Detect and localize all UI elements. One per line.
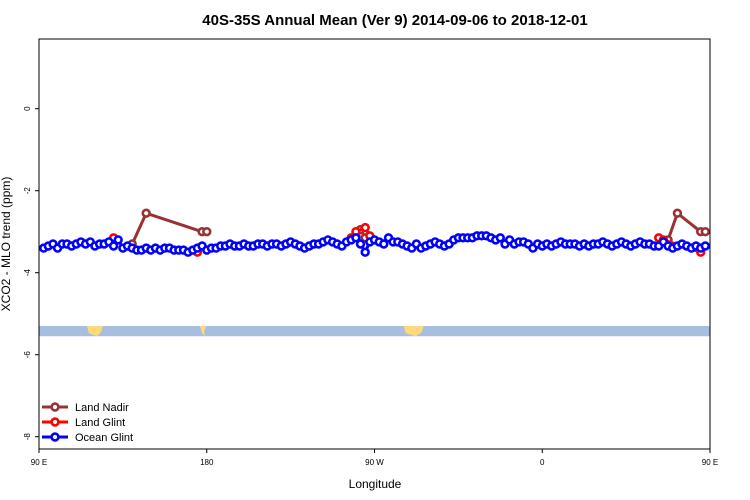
series-ocean-glint xyxy=(39,231,710,257)
legend-item-land-glint: Land Glint xyxy=(42,417,125,429)
data-point-land-nadir xyxy=(700,227,710,237)
legend-marker xyxy=(50,402,60,412)
chart-title: 40S-35S Annual Mean (Ver 9) 2014-09-06 t… xyxy=(202,12,587,29)
data-point-land-nadir xyxy=(202,227,212,237)
data-point-ocean-glint xyxy=(355,239,366,249)
legend-item-land-nadir: Land Nadir xyxy=(42,402,129,414)
series-layer xyxy=(39,208,710,257)
data-point-land-nadir xyxy=(141,208,151,218)
y-axis: 0 -2 -4 -6 -8 xyxy=(23,106,39,440)
data-point-ocean-glint xyxy=(700,241,710,251)
legend-label: Land Nadir xyxy=(75,402,129,414)
x-tick-label: 90 W xyxy=(365,458,384,467)
data-point-ocean-glint xyxy=(495,233,505,243)
data-point-ocean-glint xyxy=(108,241,119,251)
x-tick-label: 0 xyxy=(540,458,545,467)
legend-marker xyxy=(50,417,60,427)
land-australia-repeat xyxy=(736,326,750,336)
data-point-ocean-glint xyxy=(351,233,361,243)
legend-label: Ocean Glint xyxy=(75,432,133,444)
x-axis: 90 E 180 90 W 0 90 E xyxy=(31,449,718,467)
y-axis-label: XCO2 - MLO trend (ppm) xyxy=(0,177,13,312)
y-tick-label: -6 xyxy=(23,351,32,359)
legend: Land Nadir Land Glint Ocean Glint xyxy=(42,402,133,444)
x-tick-label: 90 E xyxy=(702,458,718,467)
x-tick-label: 180 xyxy=(200,458,214,467)
legend-marker xyxy=(50,432,60,442)
y-tick-label: -4 xyxy=(23,269,32,277)
data-point-ocean-glint xyxy=(379,239,389,249)
x-tick-label: 90 E xyxy=(31,458,47,467)
data-point-land-glint xyxy=(360,222,370,233)
y-tick-label: -2 xyxy=(23,187,32,195)
land-south-america xyxy=(403,326,424,337)
data-point-ocean-glint xyxy=(113,235,123,245)
y-tick-label: 0 xyxy=(23,106,32,111)
land-strip xyxy=(39,326,750,337)
land-new-zealand xyxy=(200,326,207,337)
x-axis-label: Longitude xyxy=(349,477,402,491)
legend-item-ocean-glint: Ocean Glint xyxy=(42,432,133,444)
y-tick-label: -8 xyxy=(23,433,32,441)
land-australia xyxy=(86,326,103,337)
legend-label: Land Glint xyxy=(75,417,125,429)
data-point-ocean-glint xyxy=(360,247,370,257)
ocean-strip xyxy=(39,326,710,337)
data-point-land-nadir xyxy=(672,208,683,218)
